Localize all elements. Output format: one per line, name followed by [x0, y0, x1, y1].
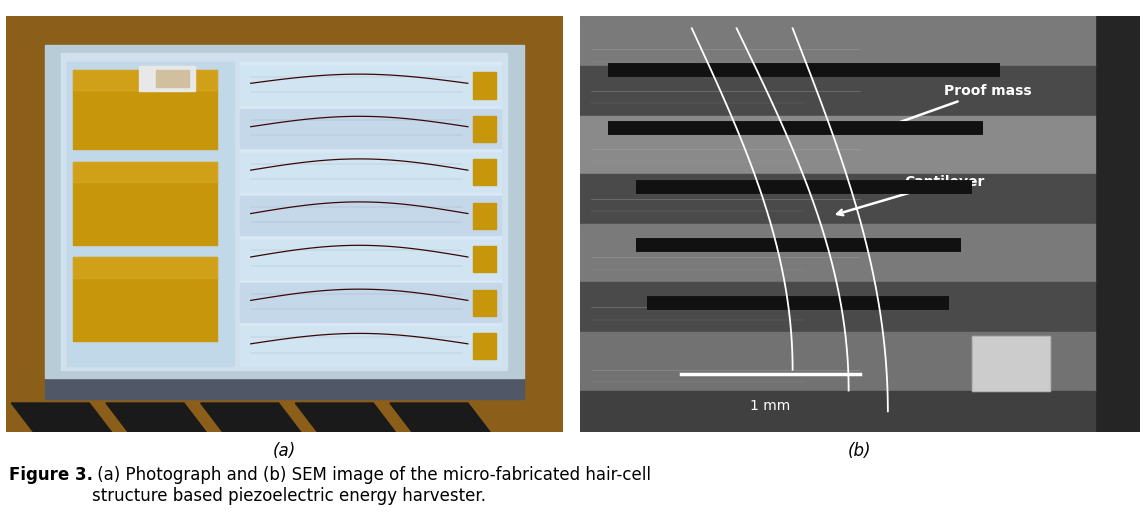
Bar — [972, 336, 1050, 391]
Bar — [72, 70, 217, 90]
Bar — [240, 326, 502, 366]
Bar — [240, 110, 502, 149]
Bar — [580, 332, 1095, 391]
Text: (b): (b) — [848, 442, 871, 460]
Bar — [473, 246, 496, 272]
Bar — [240, 153, 502, 192]
Bar — [139, 66, 195, 91]
Bar — [580, 66, 1095, 116]
Bar — [473, 116, 496, 142]
Bar — [72, 161, 217, 245]
Bar — [580, 282, 1095, 332]
Text: Cantilever: Cantilever — [837, 175, 985, 215]
Bar — [240, 240, 502, 279]
Bar — [580, 224, 1095, 282]
Bar — [473, 72, 496, 99]
Polygon shape — [62, 53, 507, 370]
Bar — [972, 336, 1050, 391]
Bar — [580, 116, 1095, 174]
Text: Proof mass: Proof mass — [876, 84, 1032, 131]
Bar — [473, 289, 496, 316]
Bar — [72, 257, 217, 278]
Polygon shape — [11, 403, 111, 432]
Polygon shape — [295, 403, 395, 432]
Polygon shape — [45, 378, 523, 399]
Bar — [72, 257, 217, 340]
Text: (a): (a) — [272, 442, 296, 460]
Polygon shape — [106, 403, 207, 432]
Bar — [72, 161, 217, 182]
Text: 1 mm: 1 mm — [750, 399, 790, 413]
Bar — [473, 333, 496, 359]
Bar — [240, 196, 502, 235]
Text: Figure 3.: Figure 3. — [9, 466, 93, 484]
Bar — [580, 16, 1095, 66]
Bar — [72, 70, 217, 149]
Bar — [240, 283, 502, 322]
Text: (a) Photograph and (b) SEM image of the micro-fabricated hair-cell
structure bas: (a) Photograph and (b) SEM image of the … — [92, 466, 651, 505]
Bar — [156, 70, 189, 86]
Polygon shape — [45, 45, 523, 378]
Bar — [580, 391, 1095, 432]
Polygon shape — [201, 403, 301, 432]
Bar — [240, 66, 502, 105]
Bar — [473, 203, 496, 229]
Bar — [473, 159, 496, 186]
Bar — [580, 174, 1095, 224]
Bar — [240, 62, 502, 366]
Bar — [1072, 16, 1140, 432]
Polygon shape — [390, 403, 490, 432]
Bar — [67, 62, 234, 366]
